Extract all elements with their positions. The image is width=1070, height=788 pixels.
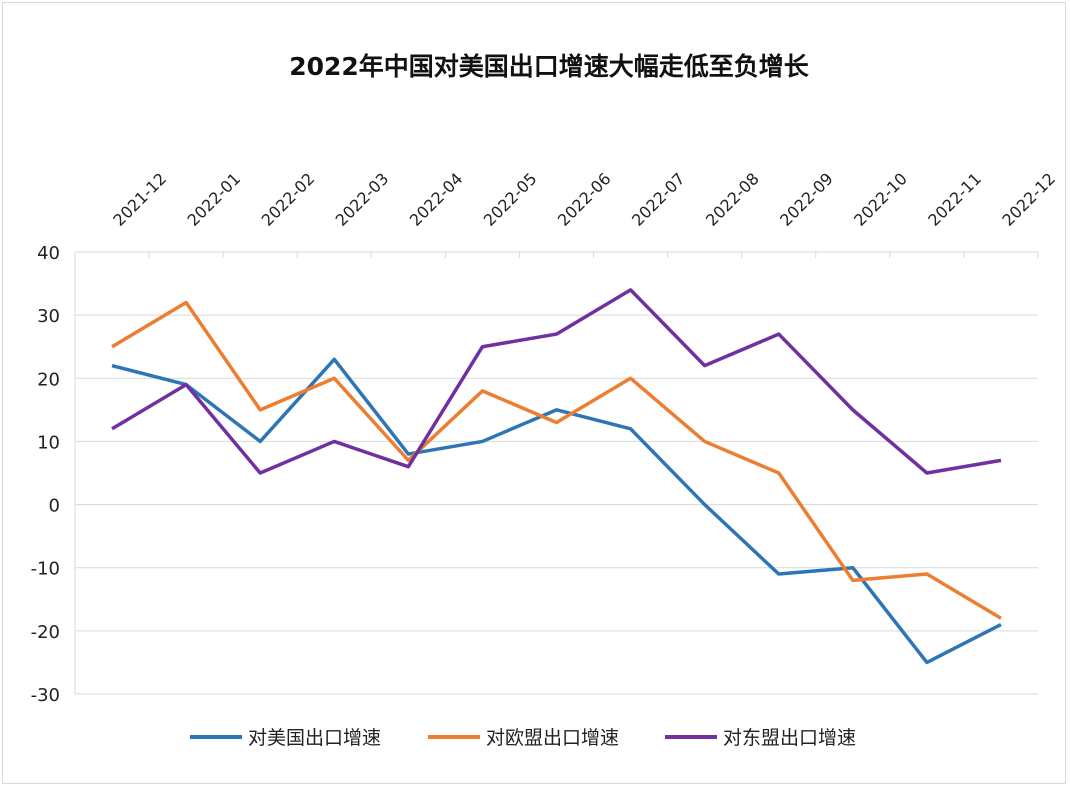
y-tick-label: 10 <box>37 432 60 453</box>
y-tick-label: 20 <box>37 369 60 390</box>
x-tick-label: 2022-11 <box>924 169 985 230</box>
y-tick-label: -30 <box>31 685 60 706</box>
x-tick-label: 2022-03 <box>332 169 393 230</box>
x-tick-label: 2022-06 <box>554 169 615 230</box>
series-line-1 <box>111 357 1002 665</box>
legend-label: 对欧盟出口增速 <box>486 727 619 749</box>
series-line-3 <box>111 288 1002 475</box>
y-tick-label: 30 <box>37 306 60 327</box>
legend-label: 对美国出口增速 <box>248 727 381 749</box>
x-tick-label: 2022-08 <box>702 169 763 230</box>
series-line-2 <box>111 300 1002 620</box>
x-tick-label: 2022-04 <box>406 169 467 230</box>
x-tick-label: 2022-05 <box>480 169 541 230</box>
x-tick-label: 2022-09 <box>776 169 837 230</box>
y-tick-label: 0 <box>49 496 60 517</box>
legend-label: 对东盟出口增速 <box>723 727 856 749</box>
y-tick-label: -20 <box>31 622 60 643</box>
x-tick-label: 2021-12 <box>109 169 170 230</box>
x-tick-label: 2022-01 <box>184 169 245 230</box>
x-tick-label: 2022-10 <box>850 169 911 230</box>
x-tick-label: 2022-12 <box>998 169 1059 230</box>
y-tick-label: -10 <box>31 559 60 580</box>
chart-title: 2022年中国对美国出口增速大幅走低至负增长 <box>289 52 810 81</box>
y-tick-label: 40 <box>37 243 60 264</box>
x-tick-label: 2022-07 <box>628 169 689 230</box>
x-tick-label: 2022-02 <box>258 169 319 230</box>
